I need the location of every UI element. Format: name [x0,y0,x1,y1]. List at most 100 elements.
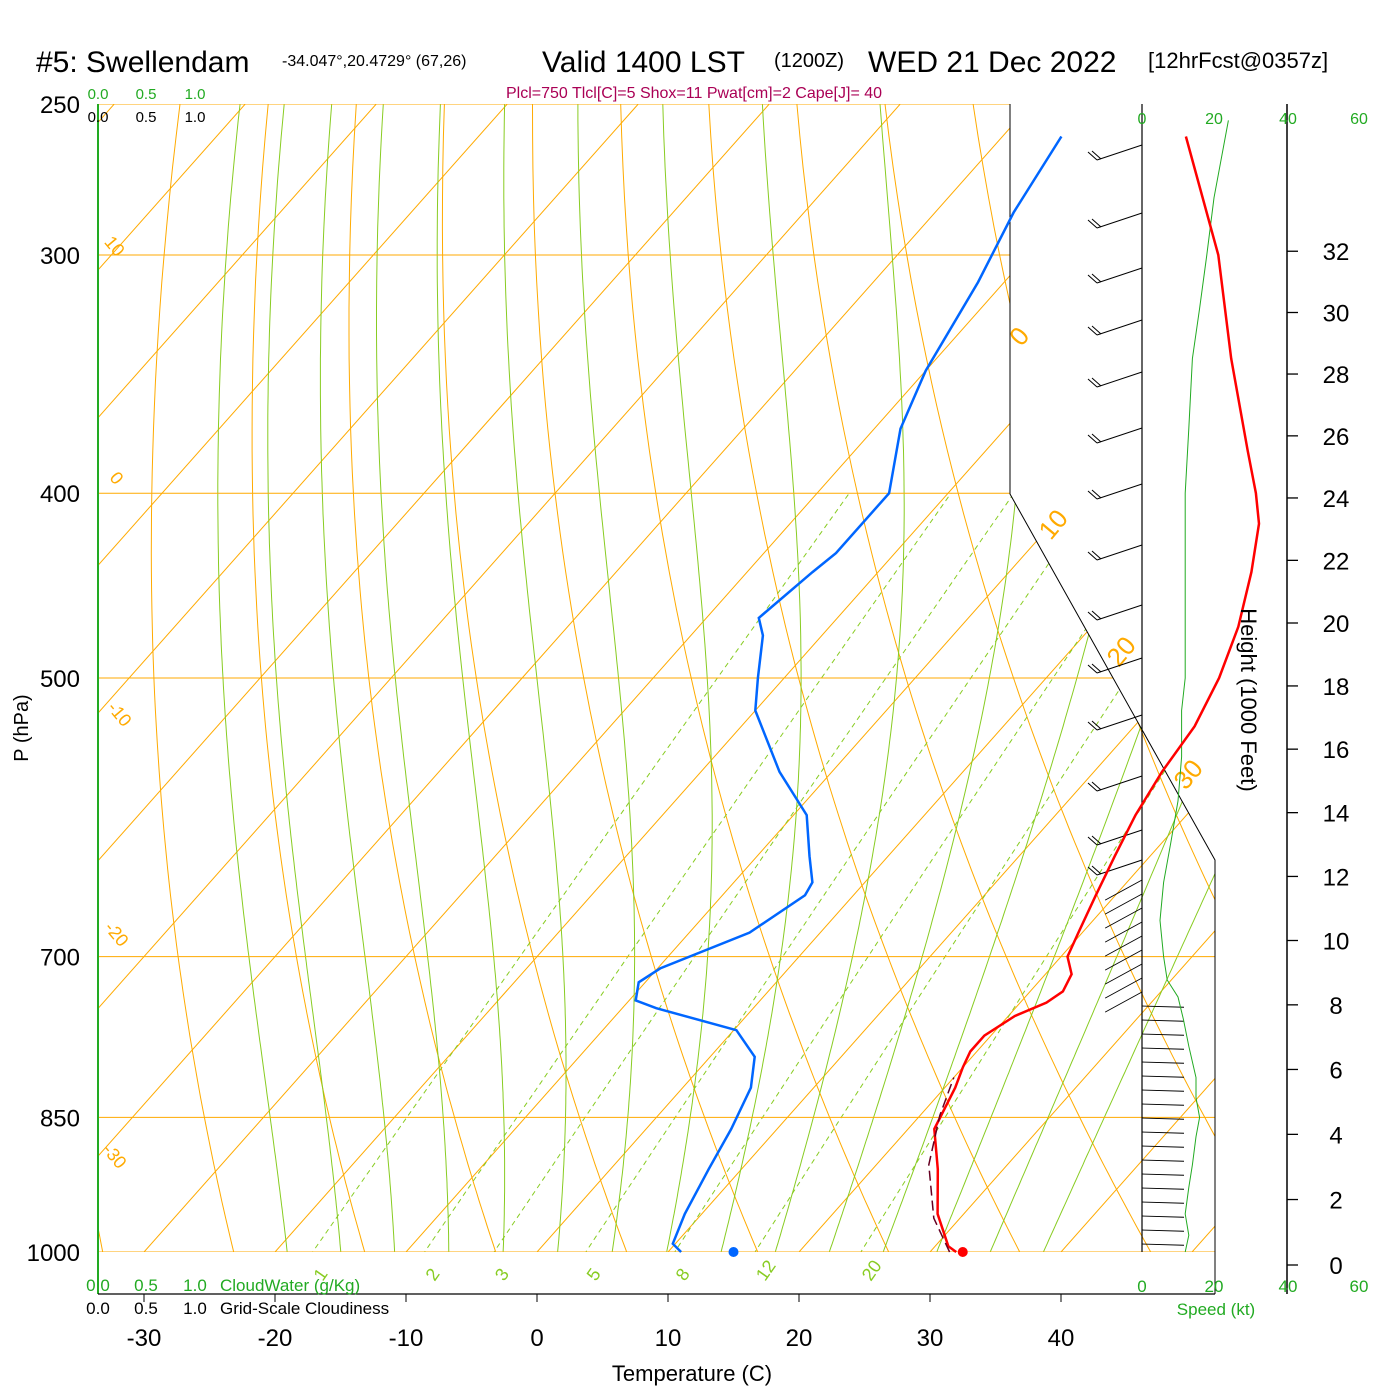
height-tick-label: 26 [1323,424,1350,451]
temperature-tick-label: -10 [389,1325,424,1352]
dry-adiabat-line [793,104,1175,1252]
wind-barb-flag [1087,866,1098,876]
wind-barb-flag [1091,550,1102,560]
wind-barb-staff [1096,371,1143,388]
cloudwater-tick-bottom: 1.0 [183,1276,207,1295]
wind-barb-staff [1096,212,1143,229]
wind-barb-staff [1141,1117,1185,1120]
isotherm-label: 0 [106,468,128,489]
speed-axis-label: Speed (kt) [1177,1300,1255,1319]
wind-barb-staff [1141,1145,1185,1148]
isotherm-line [631,104,1215,1252]
temperature-tick-label: 10 [655,1325,682,1352]
moist-adiabat-line [267,104,345,1252]
wind-barb-staff [1104,879,1143,901]
isotherm-label: -10 [104,698,136,731]
wind-speed-profile [1159,120,1229,1253]
height-tick-label: 4 [1329,1122,1342,1149]
height-tick-label: 32 [1323,239,1350,266]
wind-barb-staff [1141,1243,1185,1246]
pressure-tick-label: 400 [40,481,80,508]
wind-barb-flag [1091,489,1102,499]
moist-adiabat-line [919,104,1215,1252]
height-tick-label: 10 [1323,929,1350,956]
wind-barb-staff [1141,1033,1185,1036]
valid-zulu: (1200Z) [774,50,844,72]
cloudwater-tick-top: 1.0 [185,86,206,103]
wind-barb-flag [1087,219,1098,229]
wind-barbs [1087,144,1185,1246]
sounding-params: Plcl=750 Tlcl[C]=5 Shox=11 Pwat[cm]=2 Ca… [506,85,882,102]
temperature-tick-label: -20 [258,1325,293,1352]
cloudwater-tick-top: 0.5 [136,86,157,103]
wind-barb-staff [1141,1131,1185,1134]
speed-tick-bottom: 20 [1205,1277,1224,1296]
height-tick-label: 2 [1329,1188,1342,1215]
isotherm-label: -30 [99,1140,131,1173]
pressure-tick-label: 1000 [27,1240,80,1267]
wind-barb-flag [1091,865,1102,875]
height-tick-label: 22 [1323,548,1350,575]
height-axis-label: Height (1000 Feet) [1236,608,1261,791]
wind-barb-staff [1104,963,1143,985]
height-tick-label: 12 [1323,864,1350,891]
height-tick-label: 6 [1329,1057,1342,1084]
wind-barb-staff [1104,921,1143,943]
wind-barb-flag [1087,782,1098,792]
moist-adiabat-line [972,104,1215,1252]
moist-adiabat-line [867,104,1169,1252]
dry-adiabat-line [0,70,10,1292]
height-tick-label: 28 [1323,362,1350,389]
station-title: #5: Swellendam [36,46,249,79]
height-tick-label: 16 [1323,737,1350,764]
speed-tick-top: 20 [1205,111,1223,128]
wind-barb-flag [1087,274,1098,284]
wind-barb-staff [1096,483,1143,500]
height-tick-label: 24 [1323,486,1350,513]
mixing-ratio-line [835,492,1215,1252]
wind-barb-staff [1096,144,1143,161]
mixing-ratio-label: 5 [583,1265,605,1285]
wind-barb-staff [1096,775,1143,792]
wind-barb-staff [1141,1019,1185,1022]
isotherm-line [1155,104,1215,1252]
wind-barb-flag [1087,664,1098,674]
dry-adiabat-line [441,104,643,1252]
wind-barb-flag [1091,663,1102,673]
isotherm-line [107,104,1193,1252]
wind-barb-flag [1087,611,1098,621]
isotherm-line [500,104,1215,1252]
temperature-tick-label: 20 [786,1325,813,1352]
wind-barb-flag [1087,378,1098,388]
isotherm-line [98,104,407,1252]
valid-time: Valid 1400 LST [542,46,745,79]
dry-adiabat-line [251,104,378,1252]
isotherm-label: 0 [1003,321,1035,351]
dry-adiabat-line [880,104,1215,1252]
wind-barb-flag [1091,377,1102,387]
cloudiness-tick-top: 0.0 [88,109,109,126]
speed-tick-bottom: 60 [1350,1277,1369,1296]
moist-adiabat-line [376,104,450,1252]
wind-barb-staff [1141,1005,1185,1008]
mixing-ratio-lines [283,492,1215,1252]
height-tick-label: 14 [1323,801,1350,828]
moist-adiabat-line [657,104,713,1252]
wind-barb-flag [1087,434,1098,444]
temperature-axis-label: Temperature (C) [612,1361,772,1386]
wind-barb-staff [1141,1229,1185,1232]
wind-barb-flag [1087,326,1098,336]
mixing-ratio-label: 20 [858,1256,886,1284]
wind-barb-flag [1087,721,1098,731]
station-coords: -34.047°,20.4729° (67,26) [282,53,466,70]
wind-barb-flag [1087,551,1098,561]
wind-barb-flag [1087,836,1098,846]
right-frame-line [1009,104,1216,1294]
wind-barb-staff [1104,893,1143,915]
moist-adiabat-line [1024,104,1215,1252]
isotherm-label: 10 [100,232,128,260]
moist-adiabat-line [762,104,905,1252]
mixing-ratio-label: 2 [421,1265,443,1285]
height-tick-label: 0 [1329,1253,1342,1280]
